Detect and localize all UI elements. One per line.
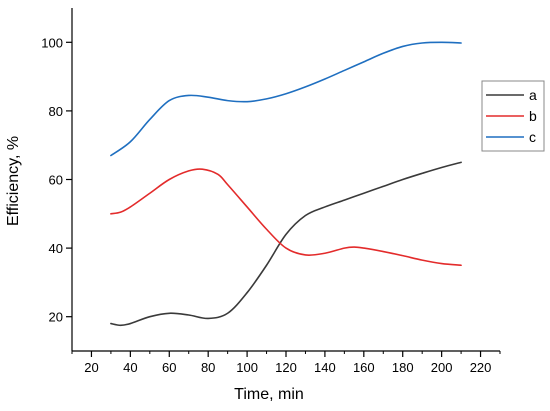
series-line-a — [110, 161, 462, 327]
legend-label-b: b — [529, 108, 537, 124]
legend-label-c: c — [529, 129, 536, 145]
series-line-c — [110, 41, 462, 157]
x-tick-label: 20 — [84, 360, 98, 375]
x-tick-label: 60 — [162, 360, 176, 375]
x-tick-label: 120 — [275, 360, 297, 375]
y-tick-label: 60 — [49, 173, 63, 188]
x-tick-label: 180 — [392, 360, 414, 375]
series-line-b — [110, 168, 462, 267]
legend: abc — [481, 80, 545, 152]
x-tick-label: 160 — [353, 360, 375, 375]
x-ticks: 20 40 60 80 100 120 140 160 180 200 220 — [71, 351, 501, 375]
x-tick-label: 40 — [123, 360, 137, 375]
y-tick-label: 80 — [49, 104, 63, 119]
x-axis-title: Time, min — [234, 386, 304, 403]
legend-items: abc — [486, 87, 537, 145]
y-tick-label: 100 — [41, 35, 63, 50]
y-tick-label: 40 — [49, 241, 63, 256]
x-tick-label: 100 — [236, 360, 258, 375]
series-lines — [110, 41, 462, 327]
y-axis-title: Efficiency, % — [5, 136, 22, 226]
plot-area: 20 40 60 80 100 120 140 160 180 200 220 20 40 60 80 10… — [41, 8, 501, 375]
x-tick-label: 220 — [470, 360, 492, 375]
x-tick-label: 200 — [431, 360, 453, 375]
y-ticks: 20 40 60 80 100 — [41, 35, 72, 325]
legend-label-a: a — [529, 87, 537, 103]
x-tick-label: 140 — [314, 360, 336, 375]
x-tick-label: 80 — [201, 360, 215, 375]
y-tick-label: 20 — [49, 310, 63, 325]
